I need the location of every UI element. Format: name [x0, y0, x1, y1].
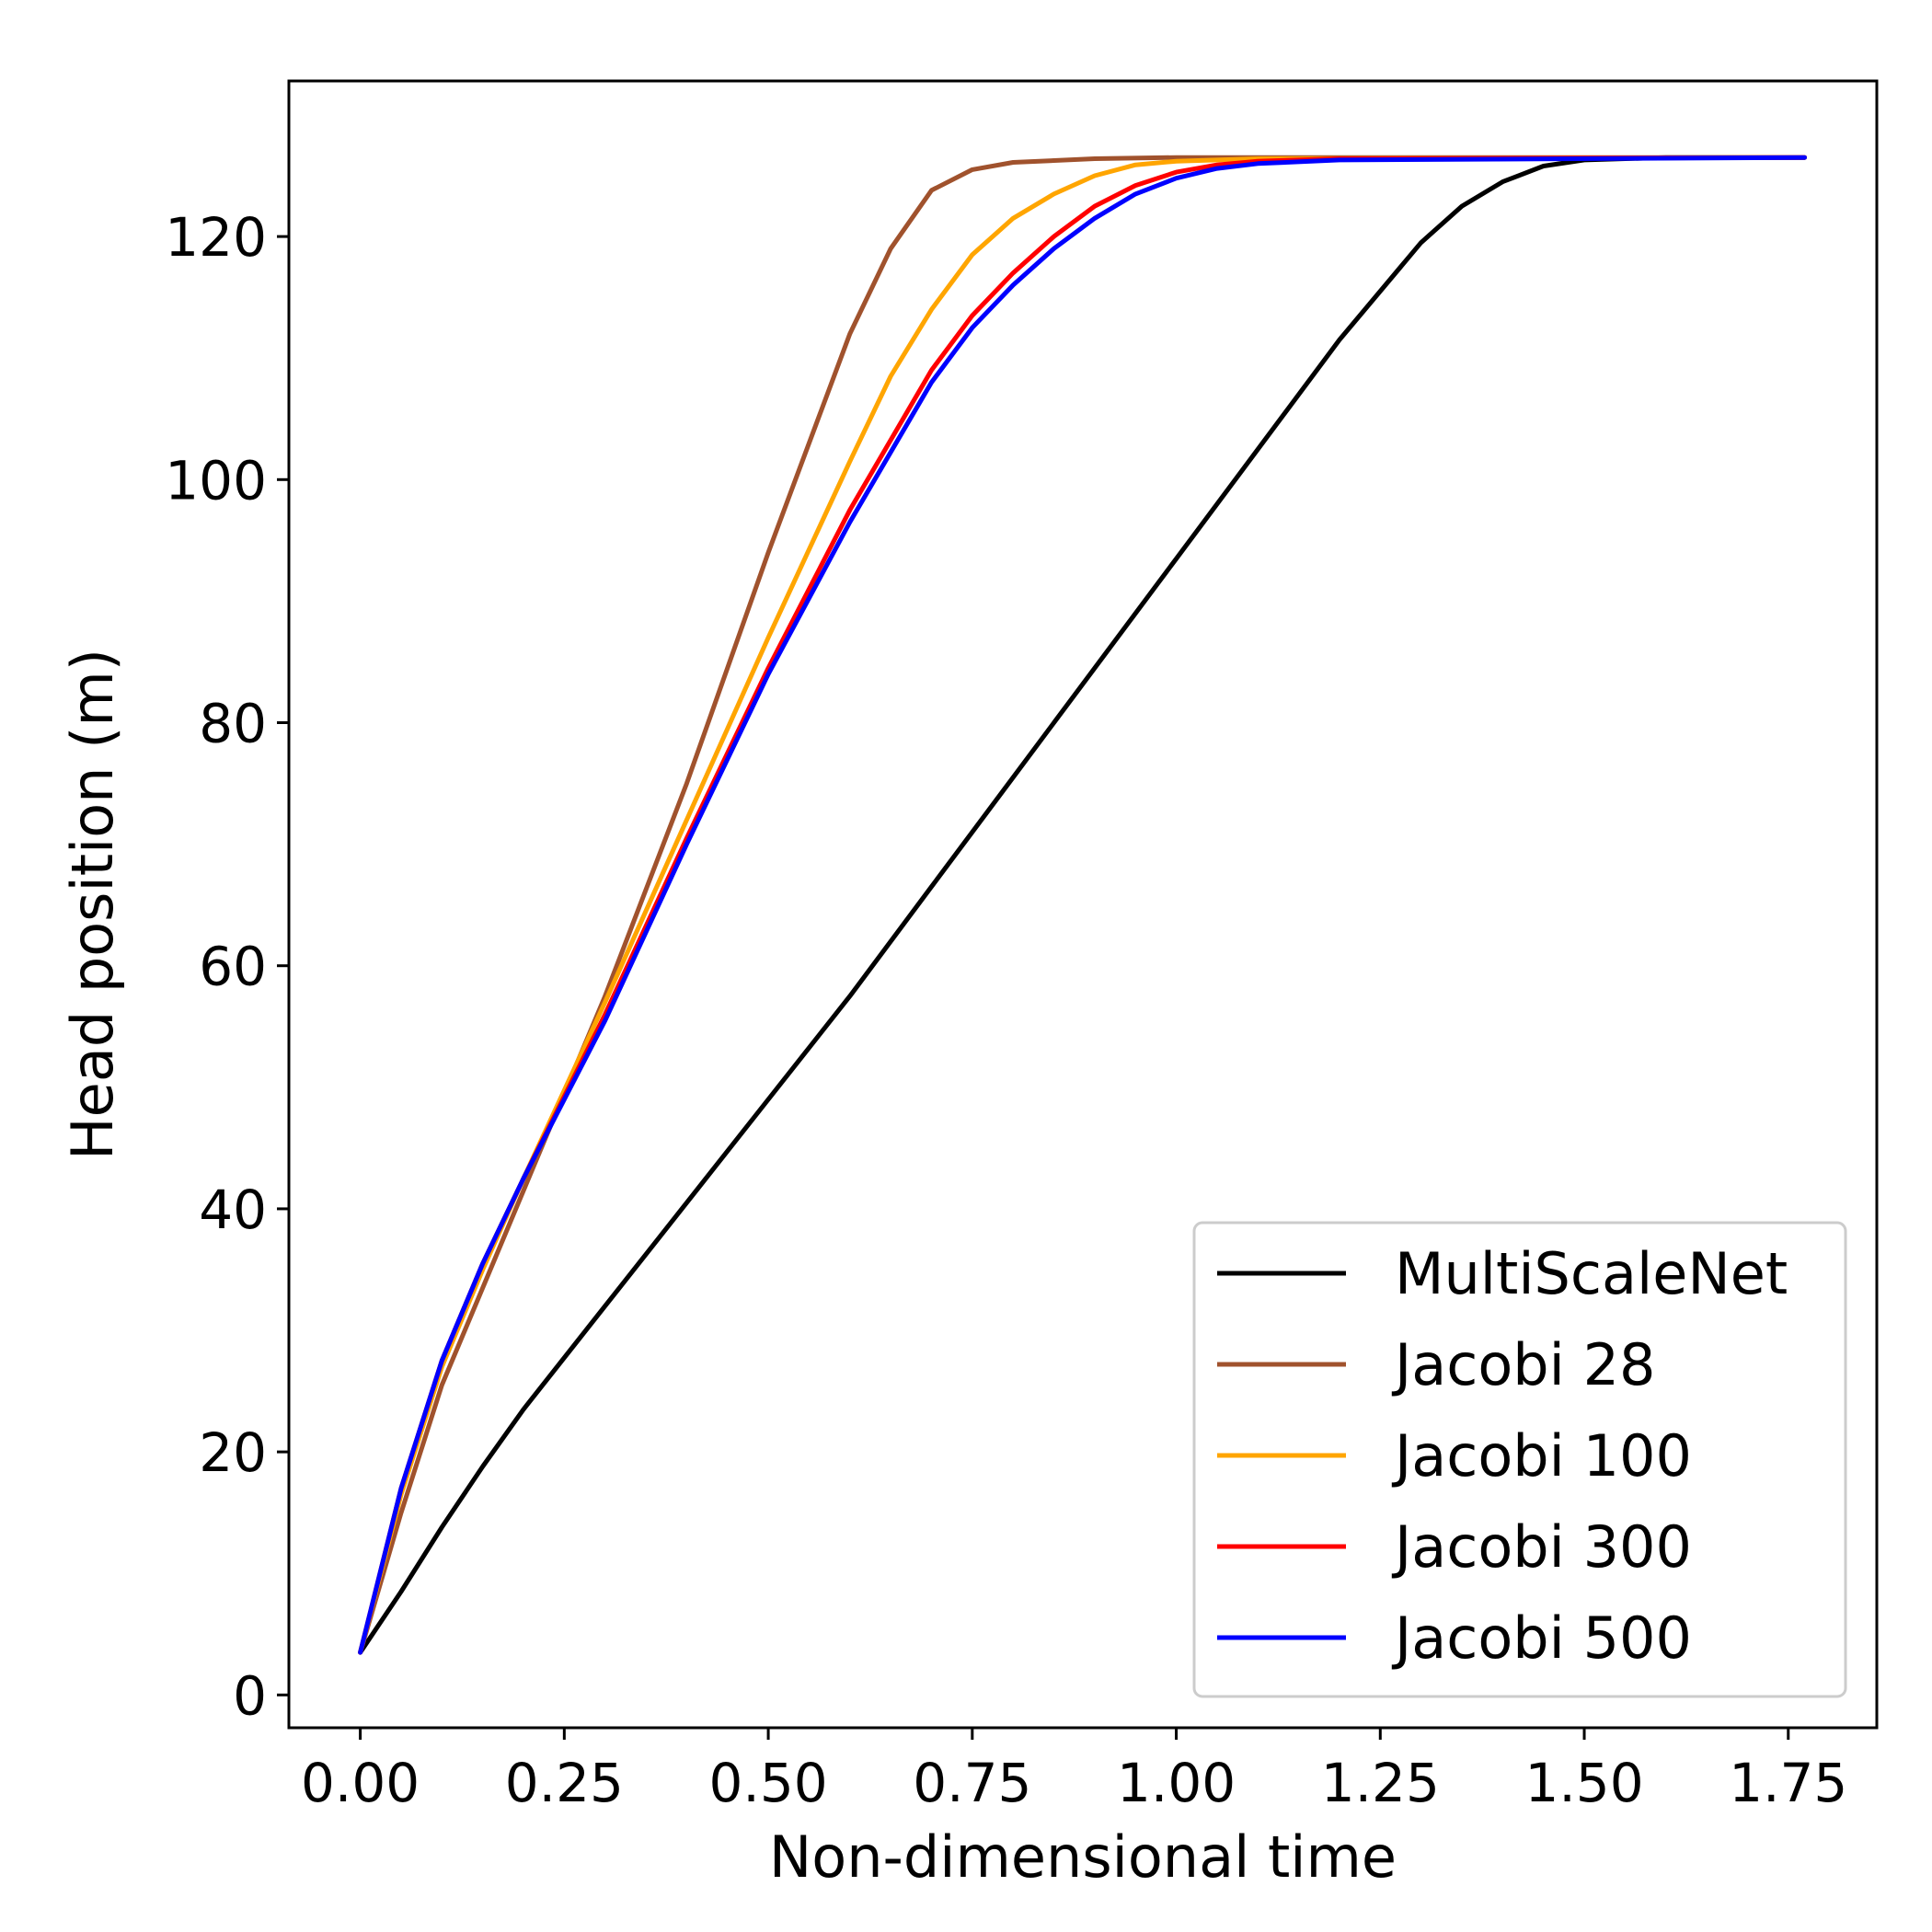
y-tick-label: 80 [199, 693, 267, 755]
legend-box [1192, 1221, 1847, 1698]
x-tick-label: 0.50 [709, 1752, 828, 1814]
x-axis: 0.00 0.25 0.50 0.75 1.00 1.25 1.50 1.75 [301, 1728, 1847, 1814]
legend-entry-label: Jacobi 500 [1391, 1604, 1692, 1672]
legend-entry-label: Jacobi 100 [1391, 1422, 1692, 1489]
series-line-jacobi-500 [358, 155, 1807, 1655]
series-line-jacobi-100 [358, 155, 1807, 1655]
y-tick-label: 60 [199, 936, 267, 998]
x-tick-label: 1.50 [1524, 1752, 1643, 1814]
y-axis: 0 20 40 60 80 100 120 [165, 206, 289, 1727]
y-tick-label: 120 [165, 206, 267, 269]
x-tick-label: 0.75 [913, 1752, 1031, 1814]
y-tick-label: 100 [165, 449, 267, 512]
series-line-multiscalenet [358, 155, 1807, 1655]
x-tick-label: 0.00 [301, 1752, 420, 1814]
y-tick-label: 20 [199, 1421, 267, 1484]
legend-entry-label: Jacobi 300 [1391, 1513, 1692, 1581]
x-tick-label: 0.25 [505, 1752, 624, 1814]
series-layer [358, 155, 1807, 1655]
y-axis-label: Head position (m) [59, 649, 126, 1160]
x-tick-label: 1.75 [1729, 1752, 1847, 1814]
y-tick-label: 0 [233, 1664, 267, 1727]
plot-frame [287, 79, 1879, 1730]
legend: MultiScaleNet Jacobi 28 Jacobi 100 Jacobi 3… [1192, 1221, 1847, 1698]
x-tick-label: 1.25 [1321, 1752, 1440, 1814]
legend-entry-label: Jacobi 28 [1391, 1331, 1655, 1398]
series-line-jacobi-28 [358, 155, 1807, 1655]
x-axis-label: Non-dimensional time [769, 1823, 1397, 1891]
legend-entry-label: MultiScaleNet [1395, 1240, 1788, 1307]
x-tick-label: 1.00 [1117, 1752, 1236, 1814]
y-tick-label: 40 [199, 1179, 267, 1241]
